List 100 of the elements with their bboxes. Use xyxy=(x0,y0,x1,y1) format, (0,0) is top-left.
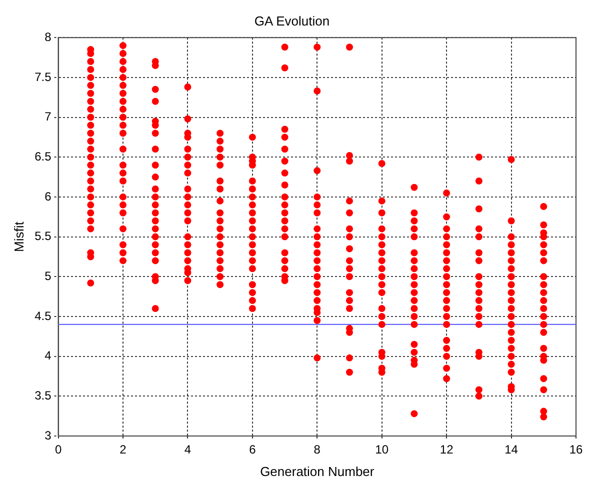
point xyxy=(184,154,192,161)
point xyxy=(540,221,548,228)
point xyxy=(119,90,126,97)
point xyxy=(378,225,386,232)
point xyxy=(443,352,450,360)
point xyxy=(508,257,515,264)
point xyxy=(508,352,515,360)
point xyxy=(184,249,192,256)
point xyxy=(378,197,386,204)
point xyxy=(378,265,386,272)
point xyxy=(410,225,418,232)
point xyxy=(540,273,548,280)
point xyxy=(87,185,94,192)
point xyxy=(248,257,256,264)
point xyxy=(378,320,386,328)
point xyxy=(119,82,126,89)
point xyxy=(152,257,159,264)
point xyxy=(475,305,482,312)
x-tick-label: 6 xyxy=(249,442,256,457)
point xyxy=(87,122,94,129)
point xyxy=(508,360,515,368)
point xyxy=(540,289,548,296)
y-tick-label: 5.5 xyxy=(34,229,52,244)
point xyxy=(184,201,192,208)
point xyxy=(443,281,450,288)
point xyxy=(119,50,126,58)
y-tick-label: 6.5 xyxy=(34,149,52,164)
point xyxy=(248,217,256,224)
point xyxy=(443,233,450,240)
point xyxy=(378,233,386,240)
point xyxy=(314,241,321,248)
point xyxy=(378,305,386,312)
chart-title: GA Evolution xyxy=(254,13,330,28)
point xyxy=(378,160,386,167)
point xyxy=(152,225,159,232)
point xyxy=(281,233,288,240)
point xyxy=(281,217,288,224)
point xyxy=(87,138,94,145)
point xyxy=(346,233,353,240)
point xyxy=(87,170,94,177)
point xyxy=(152,98,159,105)
point xyxy=(443,273,450,280)
point xyxy=(443,297,450,304)
point xyxy=(87,146,94,153)
point xyxy=(281,249,288,256)
point xyxy=(346,305,353,312)
point xyxy=(216,185,224,192)
point xyxy=(314,44,321,51)
point xyxy=(443,213,450,220)
point xyxy=(152,233,159,240)
point xyxy=(410,233,418,240)
point xyxy=(378,209,386,216)
point xyxy=(475,273,482,280)
point xyxy=(410,281,418,288)
point xyxy=(216,265,224,272)
point xyxy=(119,146,126,153)
point xyxy=(216,138,224,145)
point xyxy=(378,312,386,320)
point xyxy=(346,225,353,232)
point xyxy=(443,336,450,344)
point xyxy=(410,289,418,296)
point xyxy=(87,280,94,287)
point xyxy=(152,185,159,192)
point xyxy=(475,225,482,232)
point xyxy=(314,289,321,296)
point xyxy=(475,154,482,161)
point xyxy=(314,209,321,216)
point xyxy=(184,217,192,224)
point xyxy=(216,130,224,137)
point xyxy=(216,281,224,288)
point xyxy=(152,130,159,137)
point xyxy=(410,297,418,304)
point xyxy=(119,58,126,66)
x-tick-label: 4 xyxy=(184,442,192,457)
point xyxy=(540,386,548,394)
point xyxy=(119,178,126,185)
point xyxy=(540,344,548,352)
x-tick-label: 16 xyxy=(569,442,583,457)
point xyxy=(314,233,321,240)
point xyxy=(540,281,548,288)
point xyxy=(87,225,94,232)
point xyxy=(248,249,256,256)
point xyxy=(184,185,192,192)
point xyxy=(119,193,126,200)
point xyxy=(119,106,126,113)
point xyxy=(216,197,224,204)
point xyxy=(281,209,288,216)
point xyxy=(378,281,386,288)
point xyxy=(346,354,353,362)
point xyxy=(281,225,288,232)
point xyxy=(508,336,515,344)
y-tick-label: 3 xyxy=(44,428,52,442)
point xyxy=(346,245,353,252)
point xyxy=(119,225,126,232)
point xyxy=(443,241,450,248)
point xyxy=(152,174,159,181)
point xyxy=(410,312,418,320)
point xyxy=(119,257,126,264)
point xyxy=(119,201,126,208)
x-tick-label: 2 xyxy=(120,442,127,457)
